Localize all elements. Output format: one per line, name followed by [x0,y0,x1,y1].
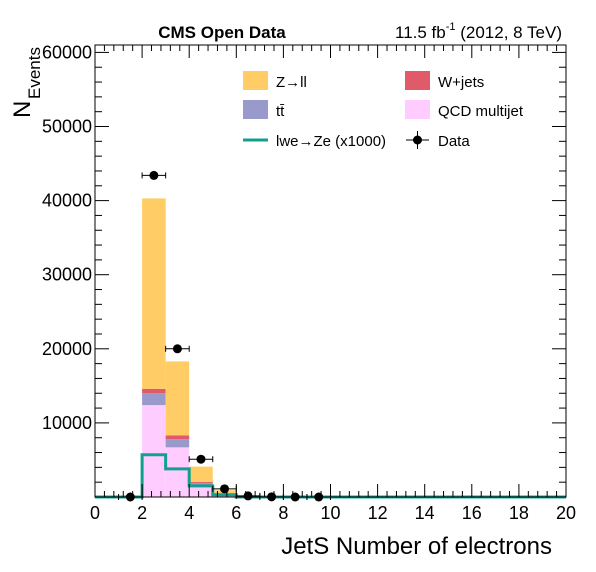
bar-3-4 [189,466,213,482]
y-axis-title: N Events [9,47,44,118]
axes: 0 2 4 6 8 10 12 14 16 18 20 10000 20000 30000 40000 500… [42,42,576,523]
legend-label: QCD multijet [438,103,524,120]
y-tick-label: 30000 [42,265,92,285]
bar-2-3 [165,435,190,440]
luminosity-label: 11.5 fb-1 (2012, 8 TeV) [395,21,562,42]
x-tick-label: 8 [278,503,288,523]
x-tick-label: 12 [368,503,388,523]
bar-1-2 [142,393,166,406]
bar-3-2 [142,198,166,389]
legend-label: tt̄ [276,103,285,120]
data-point [149,170,159,180]
bar-0-4 [189,486,213,497]
bar-1-3 [165,439,190,448]
x-tick-label: 2 [137,503,147,523]
x-tick-label: 4 [184,503,194,523]
y-tick-label: 10000 [42,413,92,433]
bar-0-3 [165,447,190,497]
x-tick-label: 16 [462,503,482,523]
y-tick-label: 40000 [42,191,92,211]
legend-swatch [243,100,268,119]
x-axis-title: JetS Number of electrons [281,533,552,560]
bar-0-2 [142,405,166,497]
svg-text:N: N [9,101,36,118]
cms-label: CMS Open Data [158,23,286,42]
legend-swatch [243,71,268,90]
legend-label: Data [438,133,470,150]
stacked-bars [142,198,260,497]
x-tick-label: 20 [556,503,576,523]
legend-data-marker [413,135,422,145]
x-tick-label: 10 [320,503,340,523]
legend-label: W+jets [438,74,484,91]
legend-label: Z→ll [276,74,307,91]
x-tick-label: 0 [90,503,100,523]
bar-2-4 [189,481,213,483]
legend-swatch [405,100,430,119]
data-point [196,454,206,464]
data-point [220,484,230,494]
y-tick-label: 60000 [42,42,92,62]
legend: Z→ll W+jets tt̄ QCD multijet lwe→Ze (x1000) D… [243,71,524,150]
x-tick-label: 14 [415,503,435,523]
legend-label: lwe→Ze (x1000) [276,133,386,150]
legend-swatch [405,71,430,90]
svg-text:Events: Events [25,47,44,99]
x-tick-label: 6 [231,503,241,523]
data-point [243,491,253,501]
bar-3-3 [165,361,190,436]
y-tick-label: 50000 [42,117,92,137]
x-tick-label: 18 [509,503,529,523]
bar-2-2 [142,388,166,394]
y-tick-label: 20000 [42,339,92,359]
data-point [172,344,182,354]
